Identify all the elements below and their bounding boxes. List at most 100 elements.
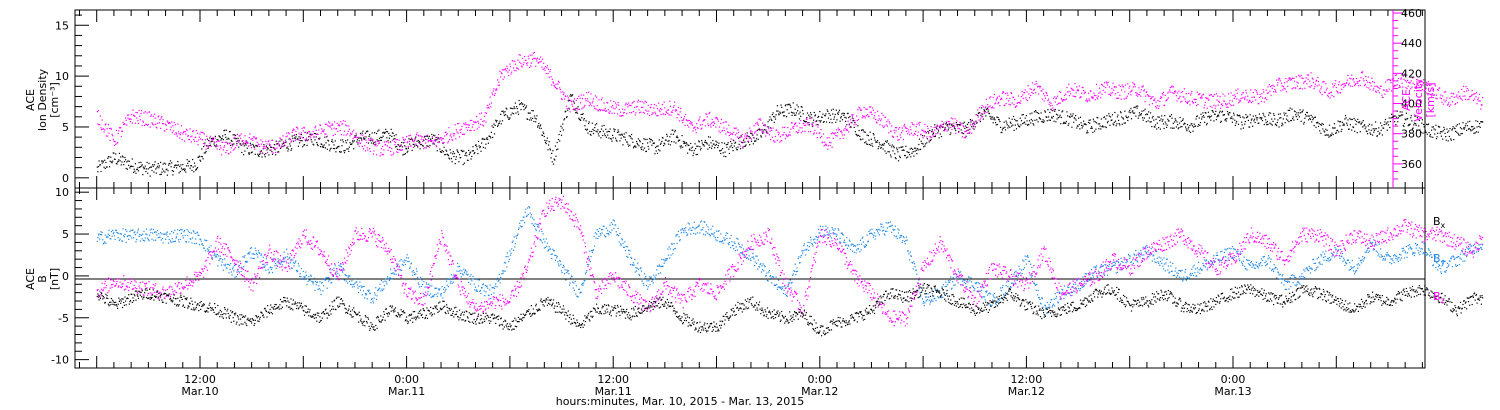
velocity-point	[456, 131, 458, 133]
velocity-point	[304, 139, 306, 141]
velocity-point	[1456, 102, 1458, 104]
velocity-point	[962, 125, 964, 127]
velocity-point	[854, 120, 856, 122]
velocity-point	[243, 143, 245, 145]
density-point	[1304, 117, 1306, 119]
velocity-point	[940, 124, 942, 126]
density-point	[1343, 124, 1345, 126]
density-point	[1241, 121, 1243, 123]
velocity-point	[971, 124, 973, 126]
density-point	[797, 110, 799, 112]
velocity-point	[600, 109, 602, 111]
density-point	[684, 142, 686, 144]
velocity-point	[567, 97, 569, 99]
density-point	[1469, 120, 1471, 122]
density-point	[1198, 117, 1200, 119]
by-point	[156, 234, 158, 236]
velocity-point	[535, 65, 537, 67]
density-point	[832, 108, 834, 110]
density-point	[865, 141, 867, 143]
velocity-point	[1282, 86, 1284, 88]
density-point	[926, 138, 928, 140]
velocity-point	[1189, 104, 1191, 106]
velocity-point	[1324, 91, 1326, 94]
velocity-point	[927, 127, 929, 130]
velocity-point	[864, 115, 866, 117]
density-point	[261, 156, 263, 158]
velocity-point	[666, 112, 668, 114]
velocity-point	[1333, 96, 1335, 98]
velocity-point	[1374, 85, 1376, 87]
velocity-point	[1142, 85, 1144, 87]
velocity-point	[584, 104, 586, 106]
velocity-point	[971, 132, 973, 134]
density-point	[1057, 117, 1059, 119]
velocity-point	[1269, 86, 1272, 88]
velocity-point	[387, 149, 389, 151]
density-point	[1118, 119, 1120, 121]
density-point	[1244, 123, 1246, 125]
velocity-point	[1229, 100, 1231, 102]
density-point	[348, 146, 350, 148]
velocity-point	[485, 112, 488, 114]
velocity-point	[1346, 79, 1348, 81]
density-point	[288, 138, 290, 140]
velocity-point	[712, 121, 714, 123]
velocity-point	[233, 148, 235, 150]
velocity-point	[238, 141, 240, 143]
velocity-point	[1102, 84, 1104, 86]
velocity-point	[183, 131, 185, 133]
velocity-point	[725, 121, 727, 123]
velocity-point	[1231, 100, 1233, 102]
velocity-point	[530, 65, 532, 67]
velocity-point	[669, 100, 671, 102]
density-point	[737, 146, 739, 148]
density-point	[408, 138, 410, 140]
density-point	[573, 108, 575, 110]
density-point	[1340, 121, 1342, 123]
density-point	[1303, 121, 1305, 123]
velocity-point	[614, 108, 616, 110]
velocity-point	[505, 68, 507, 70]
density-point	[830, 118, 832, 120]
velocity-point	[129, 121, 132, 123]
velocity-point	[1213, 104, 1215, 106]
density-point	[563, 119, 565, 121]
velocity-point	[1337, 92, 1339, 94]
density-point	[1339, 125, 1341, 127]
velocity-point	[1371, 77, 1373, 79]
velocity-point	[864, 117, 866, 119]
density-point	[967, 129, 969, 131]
density-point	[1104, 126, 1106, 128]
velocity-point	[682, 122, 684, 124]
velocity-point	[1319, 92, 1321, 94]
velocity-point	[1032, 92, 1034, 95]
velocity-point	[548, 68, 550, 70]
velocity-point	[446, 133, 448, 135]
density-point	[324, 136, 326, 138]
density-point	[886, 140, 888, 142]
velocity-point	[711, 122, 713, 124]
velocity-point	[1132, 82, 1134, 84]
density-point	[631, 138, 633, 140]
velocity-point	[262, 146, 264, 148]
velocity-point	[212, 137, 214, 139]
velocity-point	[1428, 83, 1430, 86]
density-point	[1022, 114, 1024, 116]
density-point	[195, 169, 197, 171]
velocity-point	[209, 135, 211, 137]
density-point	[1051, 116, 1053, 118]
velocity-point	[190, 136, 192, 138]
velocity-point	[475, 121, 477, 124]
velocity-point	[944, 130, 946, 132]
velocity-point	[251, 147, 253, 149]
density-point	[1011, 118, 1013, 120]
velocity-point	[349, 135, 351, 137]
velocity-point	[538, 62, 540, 64]
velocity-point	[340, 134, 342, 136]
velocity-point	[819, 132, 821, 134]
density-point	[921, 142, 923, 144]
density-point	[703, 144, 705, 146]
density-point	[534, 117, 536, 119]
density-point	[1409, 123, 1411, 125]
